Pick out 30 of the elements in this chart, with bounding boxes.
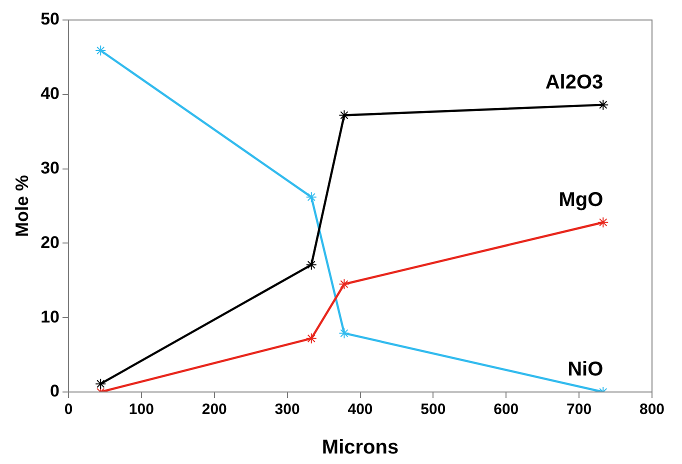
x-tick-label: 600 — [494, 401, 519, 418]
x-tick-label: 800 — [639, 401, 665, 418]
x-tick-label: 500 — [420, 401, 446, 418]
x-axis-title: Microns — [322, 436, 399, 459]
series-label: Al2O3 — [545, 71, 604, 94]
series-label: MgO — [558, 188, 604, 211]
x-tick-label: 0 — [64, 401, 73, 418]
point — [598, 216, 609, 228]
point — [306, 192, 317, 203]
x-tick-label: 200 — [202, 401, 227, 418]
y-tick-label: 40 — [40, 84, 60, 104]
y-axis-title: Mole % — [12, 174, 32, 238]
point — [306, 332, 317, 344]
point — [95, 45, 106, 56]
point — [338, 278, 350, 290]
series-label: NiO — [568, 358, 604, 381]
y-tick-label: 0 — [50, 382, 60, 401]
x-tick-label: 700 — [566, 401, 592, 418]
point — [338, 328, 350, 339]
point — [95, 378, 106, 390]
x-tick-label: 400 — [348, 401, 373, 418]
point — [338, 110, 350, 121]
y-tick-label: 30 — [40, 158, 60, 178]
y-tick-label: 50 — [40, 10, 60, 29]
x-tick-label: 300 — [274, 401, 300, 418]
y-tick-label: 20 — [40, 232, 60, 252]
point — [306, 259, 317, 270]
x-tick-label: 100 — [128, 401, 154, 418]
point — [598, 99, 609, 110]
y-tick-label: 10 — [40, 307, 60, 326]
